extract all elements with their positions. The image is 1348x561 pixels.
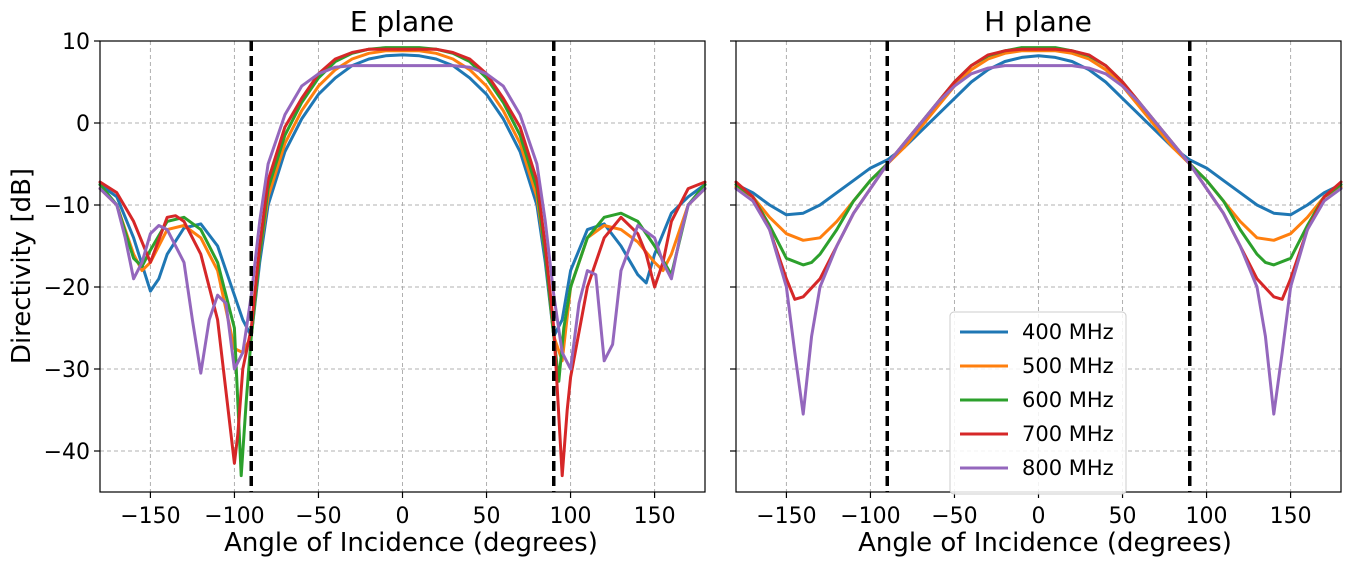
e-plane-ytick-label: 10: [62, 30, 90, 55]
legend-label-400-mhz: 400 MHz: [1022, 320, 1114, 344]
h-plane-xtick-label: 0: [1032, 504, 1046, 529]
h-plane-xtick-label: −150: [756, 504, 816, 529]
h-plane-series-400-mhz: [734, 54, 1343, 217]
e-plane-xtick-label: 100: [550, 504, 592, 529]
e-plane-series-500-mhz: [98, 49, 707, 363]
legend-label-500-mhz: 500 MHz: [1022, 354, 1114, 378]
e-plane-ylabel: Directivity [dB]: [7, 168, 37, 364]
h-plane-series-500-mhz: [734, 49, 1343, 242]
e-plane-series-700-mhz: [98, 47, 707, 478]
e-plane-xtick-label: −100: [204, 504, 264, 529]
legend-box: [949, 311, 1127, 495]
e-plane-ytick-label: −20: [44, 276, 90, 301]
e-plane-series-400-mhz: [98, 53, 707, 338]
e-plane-ytick-label: 0: [76, 112, 90, 137]
e-plane-xtick-label: −50: [295, 504, 341, 529]
h-plane-xtick-label: 50: [1109, 504, 1137, 529]
h-plane-series-700-mhz: [734, 47, 1343, 301]
h-plane-series-800-mhz: [734, 64, 1343, 416]
e-plane-ytick-label: −10: [44, 194, 90, 219]
h-plane-xtick-label: −50: [931, 504, 977, 529]
e-plane-ytick-label: −40: [44, 440, 90, 465]
e-plane-xtick-label: −150: [120, 504, 180, 529]
h-plane-xtick-label: 100: [1186, 504, 1228, 529]
h-plane-xtick-label: −100: [840, 504, 900, 529]
e-plane-title: E plane: [350, 5, 454, 38]
e-plane-xtick-label: 0: [396, 504, 410, 529]
legend-label-700-mhz: 700 MHz: [1022, 422, 1114, 446]
e-plane-axes: E plane −150 −100 −50 0 50 100 150100−10−20−30…: [7, 5, 707, 558]
h-plane-series-600-mhz: [734, 46, 1343, 267]
e-plane-xlabel: Angle of Incidence (degrees): [224, 528, 598, 558]
e-plane-ytick-label: −30: [44, 358, 90, 383]
e-plane-series-800-mhz: [98, 64, 707, 375]
legend-label-600-mhz: 600 MHz: [1022, 388, 1114, 412]
legend-label-800-mhz: 800 MHz: [1022, 456, 1114, 480]
e-plane-series-600-mhz: [98, 46, 707, 478]
e-plane-xtick-label: 150: [634, 504, 676, 529]
h-plane-axes: H plane −150 −100 −50 0 50 100 150 Angle of In…: [730, 5, 1343, 558]
e-plane-xtick-label: 50: [473, 504, 501, 529]
legend: 400 MHz 500 MHz 600 MHz 700 MHz 800 MHz: [949, 311, 1127, 495]
h-plane-xtick-label: 150: [1270, 504, 1312, 529]
h-plane-title: H plane: [984, 5, 1092, 38]
h-plane-xlabel: Angle of Incidence (degrees): [858, 528, 1232, 558]
